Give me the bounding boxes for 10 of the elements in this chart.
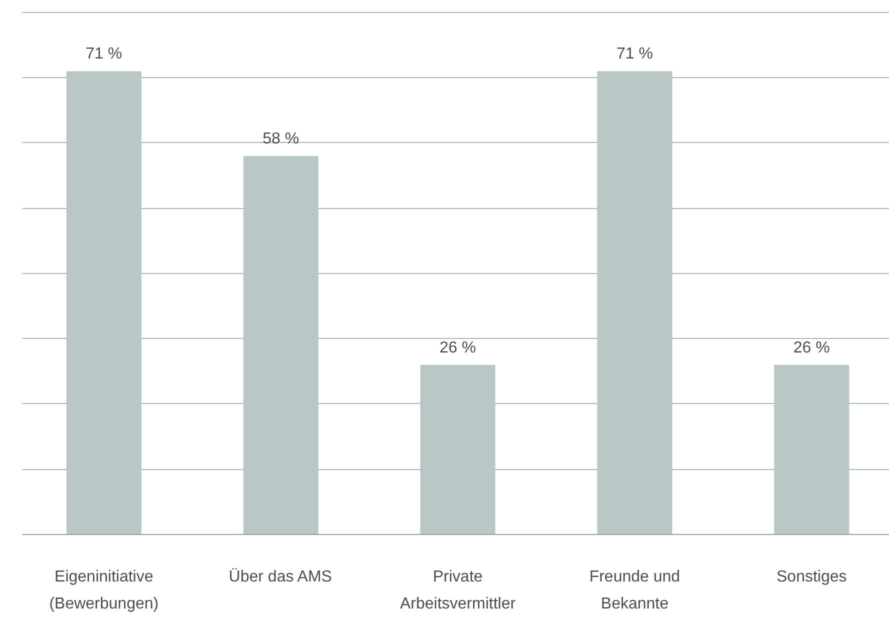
x-tick-label: Private Arbeitsvermittler — [400, 568, 516, 613]
x-tick-label: Eigeninitiative (Bewerbungen) — [49, 568, 159, 613]
x-tick-label: Freunde und Bekannte — [589, 568, 680, 613]
data-label: 71 % — [616, 46, 653, 63]
data-label: 26 % — [440, 339, 476, 356]
data-label: 26 % — [793, 339, 830, 356]
data-label: 58 % — [262, 130, 300, 148]
data-label: 71 % — [86, 46, 122, 63]
x-tick-label: Sonstiges — [776, 568, 847, 586]
x-tick-label: Über das AMS — [228, 568, 332, 586]
